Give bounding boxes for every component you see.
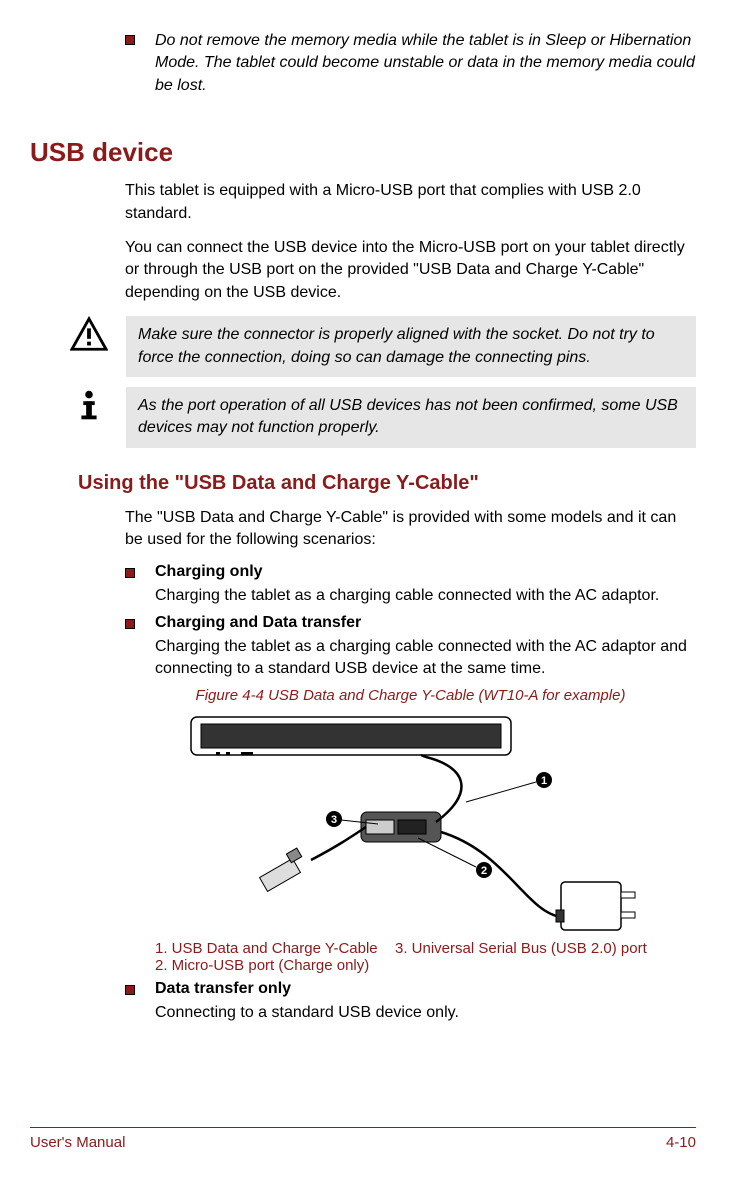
svg-text:2: 2 [480, 865, 486, 877]
footer-left: User's Manual [30, 1134, 125, 1151]
bullet-icon [125, 619, 135, 629]
scenario-3-title: Data transfer only [155, 980, 291, 998]
intro-para-2: You can connect the USB device into the … [125, 237, 696, 304]
bullet-icon [125, 568, 135, 578]
top-warning-text: Do not remove the memory media while the… [155, 30, 696, 97]
bullet-icon [125, 985, 135, 995]
info-text: As the port operation of all USB devices… [126, 387, 696, 448]
figure-legend: 1. USB Data and Charge Y-Cable 2. Micro-… [125, 940, 696, 974]
heading-usb-device: USB device [30, 137, 696, 168]
legend-item-3: 3. Universal Serial Bus (USB 2.0) port [395, 940, 696, 957]
legend-item-1: 1. USB Data and Charge Y-Cable [155, 940, 395, 957]
page-footer: User's Manual 4-10 [30, 1127, 696, 1151]
top-warning-row: Do not remove the memory media while the… [125, 30, 696, 97]
figure-y-cable-diagram: 1 2 3 [166, 712, 656, 932]
caution-icon [70, 316, 108, 354]
y-cable-intro: The "USB Data and Charge Y-Cable" is pro… [125, 507, 696, 552]
scenario-2: Charging and Data transfer [125, 614, 696, 632]
caution-text: Make sure the connector is properly alig… [126, 316, 696, 377]
intro-para-1: This tablet is equipped with a Micro-USB… [125, 180, 696, 225]
legend-item-2: 2. Micro-USB port (Charge only) [155, 957, 395, 974]
caution-callout: Make sure the connector is properly alig… [30, 316, 696, 377]
scenario-1-desc: Charging the tablet as a charging cable … [155, 585, 696, 607]
scenario-2-desc: Charging the tablet as a charging cable … [155, 636, 696, 681]
scenario-2-title: Charging and Data transfer [155, 614, 361, 632]
scenario-3-desc: Connecting to a standard USB device only… [155, 1002, 696, 1024]
svg-text:3: 3 [330, 814, 336, 826]
info-callout: As the port operation of all USB devices… [30, 387, 696, 448]
svg-text:1: 1 [540, 775, 546, 787]
info-icon [70, 387, 108, 425]
footer-right: 4-10 [666, 1134, 696, 1151]
heading-y-cable: Using the "USB Data and Charge Y-Cable" [78, 472, 696, 495]
scenario-3: Data transfer only [125, 980, 696, 998]
figure-caption: Figure 4-4 USB Data and Charge Y-Cable (… [125, 687, 696, 704]
scenario-1: Charging only [125, 563, 696, 581]
scenario-1-title: Charging only [155, 563, 263, 581]
bullet-icon [125, 35, 135, 45]
